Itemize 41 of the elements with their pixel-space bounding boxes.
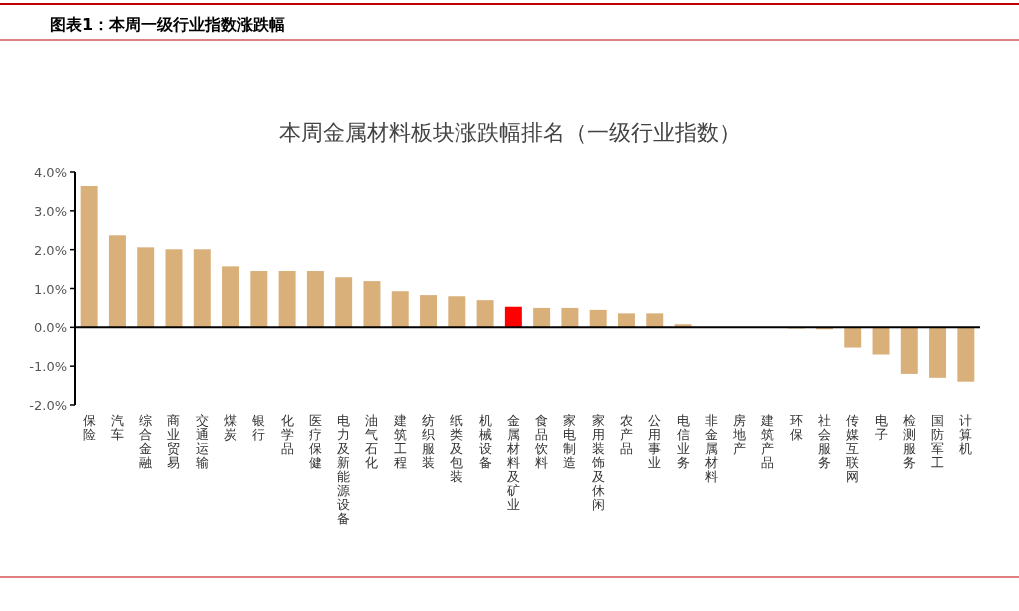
y-tick-label: 4.0% [33,165,67,180]
x-tick-label: 医疗保健 [308,413,322,470]
y-tick-label: 3.0% [33,203,67,219]
x-tick-label: 计算机 [959,413,973,456]
x-tick-label: 电信业务 [676,413,690,470]
x-tick-label: 交通运输 [195,413,209,470]
x-tick-label: 建筑工程 [392,413,407,470]
x-tick-label: 保险 [82,413,96,442]
x-tick-label: 银行 [251,413,266,442]
y-tick-label: 1.0% [33,281,67,297]
x-tick-label: 综合金融 [139,413,153,470]
x-tick-label: 检测服务 [902,413,916,470]
chart-title: 本周金属材料板块涨跌幅排名（一级行业指数） [279,120,741,145]
x-tick-label: 金属材料及矿业 [505,413,520,512]
x-tick-label: 家用装饰及休闲 [590,413,605,512]
x-tick-label: 煤炭 [224,413,238,442]
x-tick-label: 公用事业 [648,413,662,470]
x-tick-label: 房地产 [732,413,747,456]
x-tick-label: 家电制造 [563,413,577,470]
x-tick-label: 食品饮料 [534,413,549,470]
x-tick-label: 传媒互联网 [846,413,860,484]
x-tick-label: 环保 [789,413,803,442]
x-tick-label: 农产品 [619,413,633,456]
x-tick-label: 汽车 [110,413,124,442]
x-tick-label: 纺织服装 [422,413,436,470]
x-tick-label: 电力及新能源设备 [337,413,351,526]
y-tick-label: -2.0% [29,398,67,413]
x-tick-label: 建筑产品 [760,413,775,470]
x-tick-label: 国防军工 [931,413,945,470]
x-tick-label: 非金属材料 [703,413,718,484]
x-tick-label: 纸类及包装 [450,413,464,484]
chart-subtitle: 图表1：本周一级行业指数涨跌幅 [50,15,286,34]
x-tick-label: 商业贸易 [167,413,181,470]
x-tick-label: 社会服务 [817,413,831,470]
x-tick-label: 机械设备 [478,413,492,470]
x-tick-label: 油气石化 [365,413,379,470]
x-tick-label: 电子 [874,413,888,442]
y-tick-label: 2.0% [33,242,67,258]
y-tick-label: -1.0% [29,359,67,375]
x-tick-label: 化学品 [280,413,294,456]
y-tick-label: 0.0% [33,320,67,336]
